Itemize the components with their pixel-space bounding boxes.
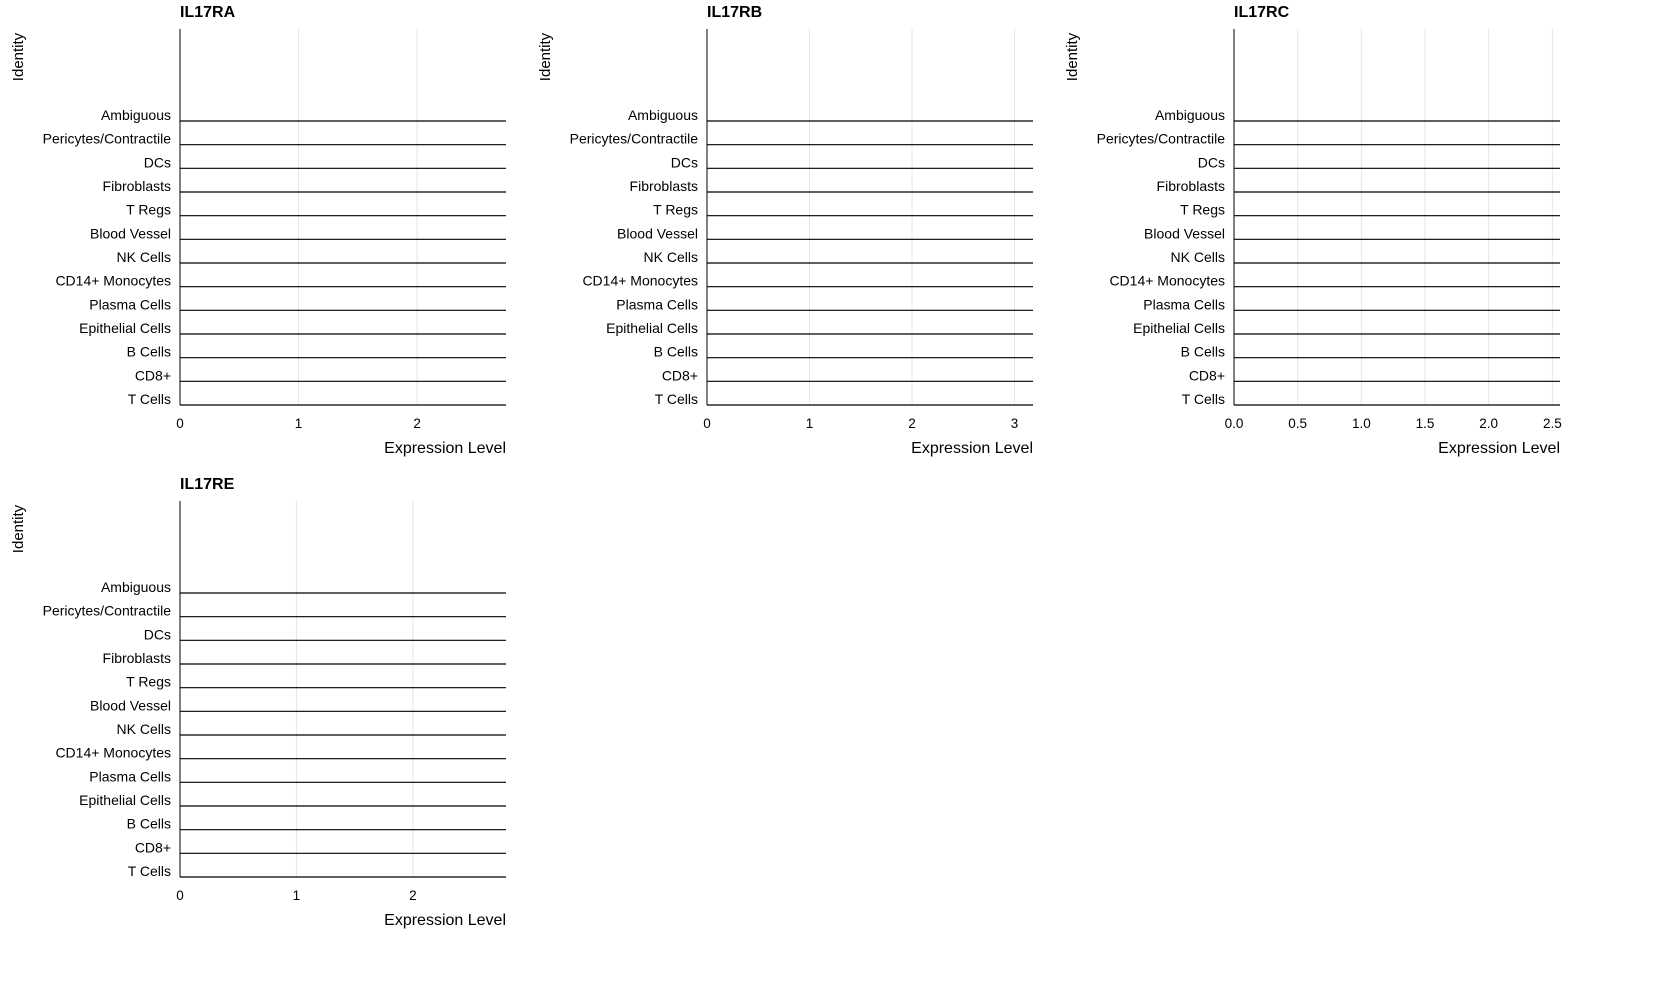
y-tick-label: DCs [144, 154, 171, 170]
y-tick-label: CD14+ Monocytes [55, 273, 171, 289]
y-axis-label: Identity [10, 504, 27, 553]
x-tick-label: 2 [413, 416, 421, 431]
y-tick-label: Blood Vessel [617, 225, 698, 241]
y-tick-label: T Cells [655, 391, 698, 407]
x-tick-label: 1.5 [1416, 416, 1435, 431]
y-tick-label: Blood Vessel [90, 697, 171, 713]
y-tick-label: Blood Vessel [90, 225, 171, 241]
panel-il17rb: IL17RB Identity T Cells CD8+ B Cells Epitheli… [537, 4, 1033, 457]
x-axis-label: Expression Level [1438, 440, 1560, 457]
y-axis-label: Identity [537, 32, 554, 81]
y-tick-label: Ambiguous [1155, 107, 1225, 123]
y-tick-label: Pericytes/Contractile [43, 603, 172, 619]
y-tick-label: CD8+ [662, 367, 698, 383]
x-axis-label: Expression Level [384, 912, 506, 929]
panel-title: IL17RE [180, 476, 235, 493]
y-tick-label: Plasma Cells [1143, 296, 1225, 312]
y-axis-label: Identity [1064, 32, 1081, 81]
x-tick-label: 2.5 [1543, 416, 1562, 431]
x-tick-label: 1 [806, 416, 814, 431]
y-tick-label: Pericytes/Contractile [43, 131, 172, 147]
x-tick-label: 1 [293, 888, 301, 903]
x-tick-label: 2.0 [1479, 416, 1498, 431]
y-tick-label: Plasma Cells [89, 768, 171, 784]
y-tick-label: Pericytes/Contractile [570, 131, 699, 147]
y-tick-label: Fibroblasts [1157, 178, 1225, 194]
panel-il17ra: IL17RA Identity T Cells CD8+ B Cells Epitheli… [10, 4, 506, 457]
y-tick-label: CD8+ [1189, 367, 1225, 383]
x-tick-label: 0.0 [1225, 416, 1244, 431]
y-axis-label: Identity [10, 32, 27, 81]
y-tick-label: Epithelial Cells [79, 792, 171, 808]
x-tick-label: 1.0 [1352, 416, 1371, 431]
y-tick-label: Ambiguous [628, 107, 698, 123]
x-tick-label: 0.5 [1288, 416, 1307, 431]
y-tick-label: B Cells [127, 344, 171, 360]
panel-title: IL17RC [1234, 4, 1290, 21]
x-tick-label: 0 [176, 416, 184, 431]
y-tick-label: Ambiguous [101, 579, 171, 595]
y-tick-label: CD8+ [135, 367, 171, 383]
y-tick-label: Fibroblasts [103, 650, 171, 666]
panel-il17re: IL17RE Identity T Cells CD8+ B Cells Epitheli… [10, 476, 506, 929]
y-tick-label: NK Cells [644, 249, 698, 265]
y-tick-label: Pericytes/Contractile [1097, 131, 1226, 147]
x-axis-label: Expression Level [384, 440, 506, 457]
y-tick-label: DCs [671, 154, 698, 170]
x-tick-label: 0 [176, 888, 184, 903]
y-tick-label: T Cells [1182, 391, 1225, 407]
y-tick-label: T Cells [128, 863, 171, 879]
y-tick-label: T Cells [128, 391, 171, 407]
x-axis-label: Expression Level [911, 440, 1033, 457]
x-tick-label: 2 [908, 416, 916, 431]
y-tick-label: CD14+ Monocytes [582, 273, 698, 289]
y-tick-label: Fibroblasts [103, 178, 171, 194]
y-tick-label: Fibroblasts [630, 178, 698, 194]
panel-title: IL17RA [180, 4, 236, 21]
y-tick-label: Plasma Cells [89, 296, 171, 312]
x-tick-label: 2 [409, 888, 417, 903]
y-tick-label: Ambiguous [101, 107, 171, 123]
y-tick-label: DCs [1198, 154, 1225, 170]
panel-il17rc: IL17RC Identity T Cells CD8+ B Cells Epitheli… [1064, 4, 1562, 457]
y-tick-label: Plasma Cells [616, 296, 698, 312]
panel-title: IL17RB [707, 4, 762, 21]
y-tick-label: NK Cells [117, 721, 171, 737]
y-tick-label: B Cells [1181, 344, 1225, 360]
y-tick-label: DCs [144, 626, 171, 642]
y-tick-label: Blood Vessel [1144, 225, 1225, 241]
y-tick-label: T Regs [126, 674, 171, 690]
x-tick-label: 0 [703, 416, 711, 431]
y-tick-label: T Regs [126, 202, 171, 218]
x-tick-label: 1 [295, 416, 303, 431]
y-tick-label: T Regs [1180, 202, 1225, 218]
y-tick-label: Epithelial Cells [79, 320, 171, 336]
y-tick-label: B Cells [127, 816, 171, 832]
y-tick-label: Epithelial Cells [606, 320, 698, 336]
y-tick-label: T Regs [653, 202, 698, 218]
y-tick-label: NK Cells [1171, 249, 1225, 265]
y-tick-label: Epithelial Cells [1133, 320, 1225, 336]
x-tick-label: 3 [1011, 416, 1019, 431]
y-tick-label: CD8+ [135, 839, 171, 855]
y-tick-label: CD14+ Monocytes [1109, 273, 1225, 289]
y-tick-label: CD14+ Monocytes [55, 745, 171, 761]
y-tick-label: B Cells [654, 344, 698, 360]
y-tick-label: NK Cells [117, 249, 171, 265]
